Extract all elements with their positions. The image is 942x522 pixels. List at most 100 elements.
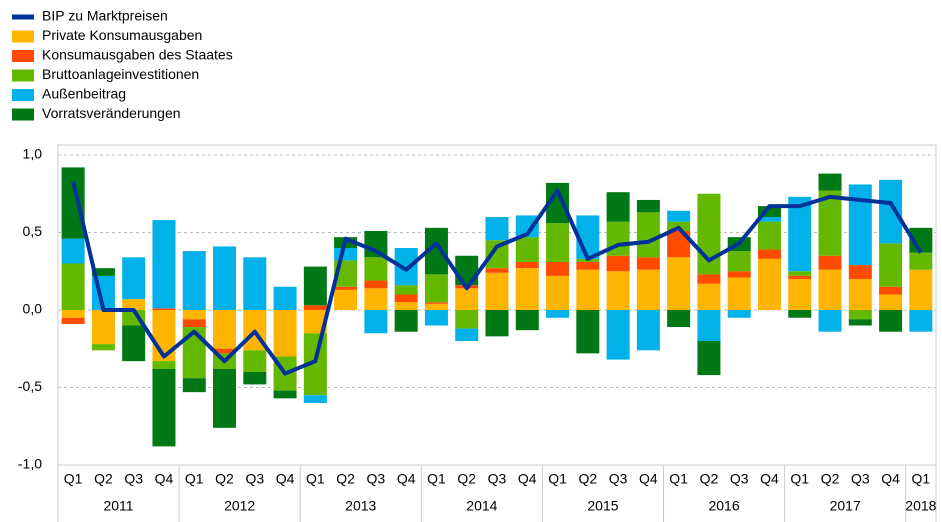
x-tick-label: Q4 [881,471,900,487]
bar [455,328,479,341]
x-tick-label: Q4 [397,471,416,487]
bar [515,268,539,310]
bar [818,190,842,256]
bar [606,271,630,310]
bar [61,167,85,239]
bar [273,390,297,399]
bar [848,310,872,320]
x-tick-label: Q2 [700,471,719,487]
x-tick-label: Q2 [457,471,476,487]
bar [213,246,237,310]
bar [424,302,448,304]
bar [424,227,448,275]
bar [848,184,872,266]
bar [909,310,933,332]
plot-frame [57,144,937,466]
legend-swatch [12,50,34,62]
bar [576,269,600,310]
bar [788,196,812,272]
bar [546,275,570,310]
legend-swatch [12,108,34,121]
bar [273,310,297,357]
y-tick-label: 0,0 [23,301,43,317]
bar [243,372,267,385]
bar [606,310,630,360]
legend-swatch [12,30,34,43]
legend-swatch [12,89,34,101]
bar [667,310,691,328]
bar [182,378,206,393]
bar [727,271,751,278]
bar [727,251,751,272]
bar [546,261,570,276]
bar [546,223,570,262]
bar [697,274,721,284]
bar [818,310,842,332]
bar [757,206,781,217]
bar [848,265,872,279]
bar [515,310,539,331]
bar [788,310,812,318]
bar [424,274,448,303]
bar [667,230,691,258]
year-label: 2016 [708,498,739,514]
bar [213,348,237,354]
x-tick-label: Q4 [155,471,174,487]
year-label: 2013 [345,498,376,514]
x-tick-label: Q4 [276,471,295,487]
bar [515,237,539,262]
bar [697,341,721,376]
x-tick-label: Q1 [427,471,446,487]
bar [757,258,781,310]
y-tick-label: 0,5 [23,223,43,239]
bar [394,302,418,310]
x-tick-label: Q1 [548,471,567,487]
bar [364,310,388,334]
bar [727,277,751,310]
bar [576,261,600,270]
x-tick-label: Q2 [336,471,355,487]
bar [636,199,660,213]
bar [152,220,176,309]
bar [91,310,115,345]
legend-label: BIP zu Marktpreisen [42,8,168,24]
bar [757,249,781,259]
bar [152,368,176,447]
legend-label: Vorratsveränderungen [42,105,181,121]
bar [727,310,751,318]
bar [909,269,933,310]
bar [152,308,176,310]
x-tick-label: Q3 [245,471,264,487]
bar [515,261,539,269]
bar [485,272,509,310]
x-tick-label: Q1 [790,471,809,487]
bar [213,310,237,349]
year-label: 2015 [587,498,618,514]
bar [334,286,358,290]
bar [879,243,903,287]
bar [909,252,933,270]
x-tick-label: Q1 [912,471,931,487]
legend-label: Private Konsumausgaben [42,27,202,43]
x-tick-label: Q1 [669,471,688,487]
legend-label: Bruttoanlageinvestitionen [42,66,199,82]
x-tick-label: Q4 [518,471,537,487]
y-tick-label: -0,5 [18,378,42,394]
bar [303,305,327,310]
bar [364,257,388,281]
bar [243,257,267,310]
bar [697,310,721,341]
x-tick-label: Q4 [760,471,779,487]
bar [303,310,327,334]
x-tick-label: Q2 [821,471,840,487]
bar [364,280,388,289]
x-tick-label: Q3 [609,471,628,487]
bar [757,217,781,222]
bar [182,327,206,379]
bar [606,255,630,272]
bar [61,238,85,264]
bar [485,310,509,337]
bar [848,279,872,310]
x-tick-label: Q3 [488,471,507,487]
